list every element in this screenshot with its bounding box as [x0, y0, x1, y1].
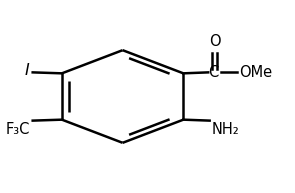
Text: NH₂: NH₂: [212, 122, 240, 137]
Text: F₃C: F₃C: [6, 122, 30, 137]
Text: C: C: [208, 65, 218, 80]
Text: O: O: [209, 34, 220, 49]
Text: I: I: [24, 63, 29, 78]
Text: OMe: OMe: [239, 65, 272, 80]
